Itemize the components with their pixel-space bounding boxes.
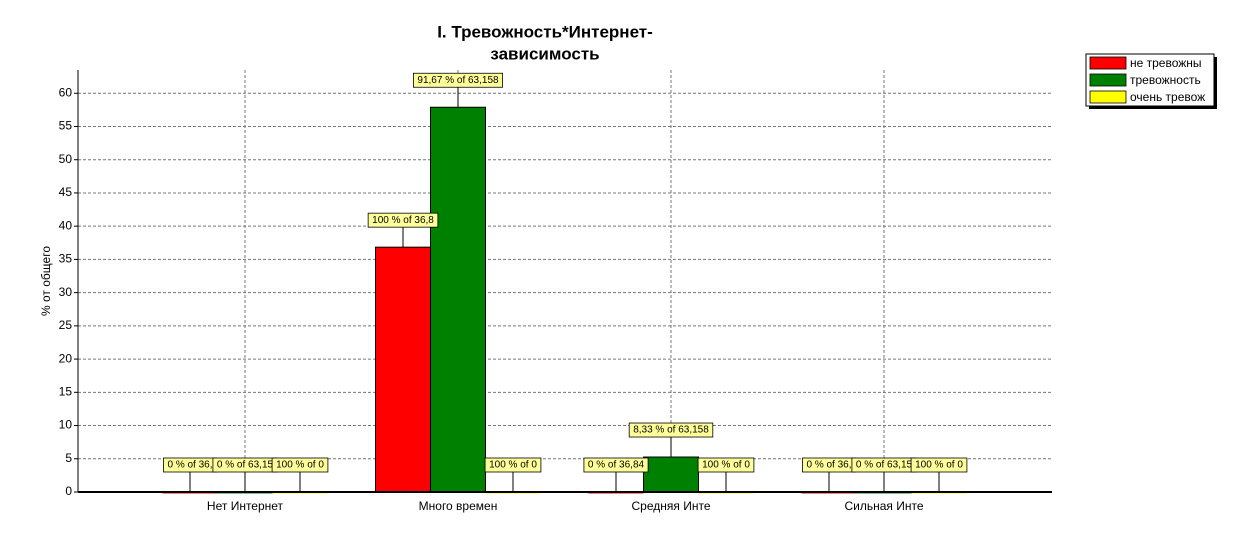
data-label: 100 % of 36,8 [367, 212, 439, 248]
x-tick-label: Сильная Инте [844, 499, 923, 513]
label-box [628, 422, 714, 438]
label-box [367, 212, 439, 228]
y-tick-label: 10 [59, 418, 73, 432]
data-label: 0 % of 36,84 [583, 457, 649, 492]
value-label: 100 % of 0 [702, 460, 750, 471]
label-box [910, 457, 968, 473]
y-axis-label: % от общего [39, 246, 53, 316]
value-label: 100 % of 0 [915, 460, 963, 471]
value-label: 0 % of 36,84 [588, 460, 645, 471]
bar [375, 246, 431, 493]
y-tick-label: 40 [59, 218, 73, 232]
legend: не тревожны тревожность очень тревож [1085, 53, 1217, 109]
data-label: 0 % of 36, [802, 457, 856, 492]
data-label: 91,67 % of 63,158 [413, 72, 503, 108]
chart-title: зависимость [490, 44, 599, 63]
y-tick-label: 35 [59, 252, 73, 266]
value-label: 0 % of 36, [167, 460, 212, 471]
y-tick-label: 30 [59, 285, 73, 299]
y-tick-label: 60 [59, 85, 73, 99]
legend-label: тревожность [1130, 73, 1201, 87]
value-label: 91,67 % of 63,158 [417, 75, 499, 86]
y-tick-label: 20 [59, 351, 73, 365]
value-label: 8,33 % of 63,158 [633, 425, 709, 436]
label-box [583, 457, 649, 473]
value-label: 100 % of 0 [489, 460, 537, 471]
data-label: 100 % of 0 [697, 457, 755, 492]
bar [643, 456, 699, 493]
value-label: 0 % of 63,15 [217, 460, 274, 471]
chart-title: I. Тревожность*Интернет- [437, 22, 653, 41]
y-tick-label: 45 [59, 185, 73, 199]
label-box [413, 72, 503, 88]
label-box [271, 457, 329, 473]
legend-swatch [1089, 56, 1127, 70]
legend-label: очень тревож [1130, 90, 1205, 104]
legend-label: не тревожны [1130, 56, 1202, 70]
bar [430, 106, 486, 493]
legend-swatch [1089, 90, 1127, 104]
y-tick-label: 50 [59, 152, 73, 166]
data-label: 0 % of 63,15 [212, 457, 278, 492]
data-label: 100 % of 0 [910, 457, 968, 492]
y-tick-label: 25 [59, 318, 73, 332]
data-label: 100 % of 0 [271, 457, 329, 492]
y-tick-label: 55 [59, 119, 73, 133]
value-label: 0 % of 36, [806, 460, 851, 471]
y-tick-label: 5 [65, 451, 72, 465]
x-tick-label: Средняя Инте [632, 499, 711, 513]
legend-swatch [1089, 73, 1127, 87]
data-label: 0 % of 63,15 [851, 457, 917, 492]
data-label: 100 % of 0 [484, 457, 542, 492]
x-tick-label: Нет Интернет [207, 499, 284, 513]
y-tick-label: 15 [59, 384, 73, 398]
value-label: 100 % of 0 [276, 460, 324, 471]
x-tick-label: Много времен [419, 499, 498, 513]
label-box [484, 457, 542, 473]
label-box [697, 457, 755, 473]
value-label: 100 % of 36,8 [372, 215, 434, 226]
y-tick-label: 0 [65, 484, 72, 498]
data-label: 8,33 % of 63,158 [628, 422, 714, 458]
value-label: 0 % of 63,15 [856, 460, 913, 471]
